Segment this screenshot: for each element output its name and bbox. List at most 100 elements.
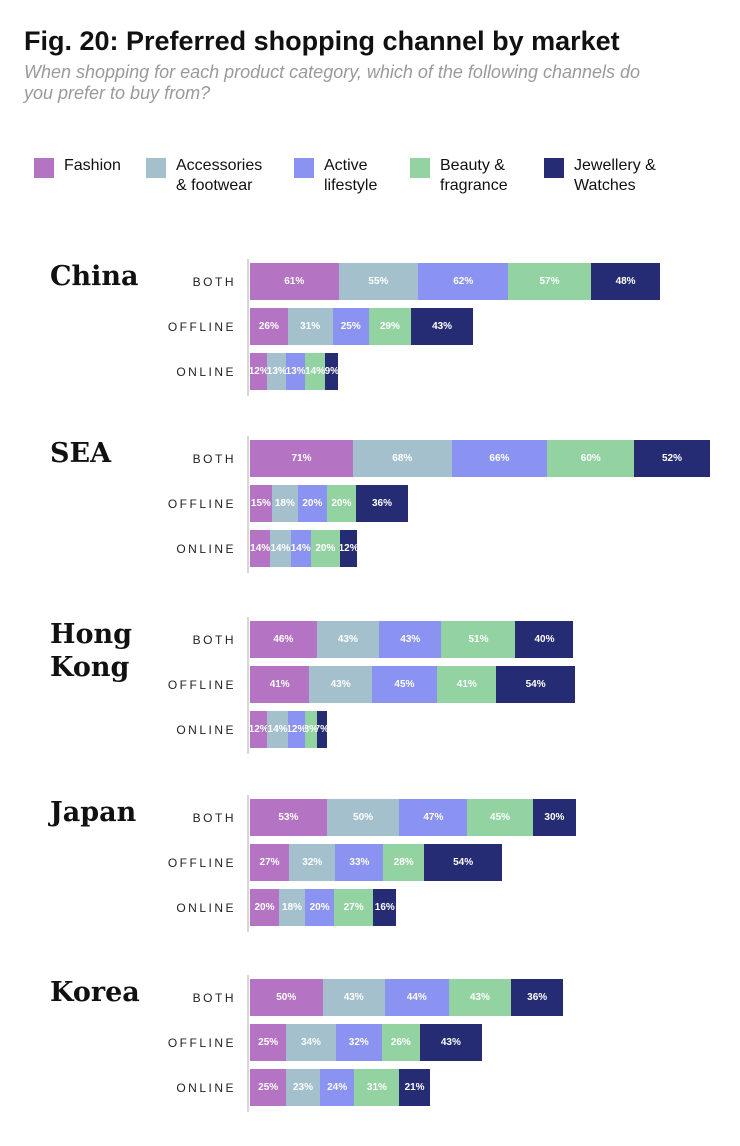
data-label: 57% [539,276,560,287]
data-label: 27% [259,857,280,868]
stacked-bar-china-both: 61% 55% 62% 57% 48% [250,263,661,300]
bar-segment-beauty-and-fragrance: 60% [547,440,635,477]
bar-segment-jewellery-and-watches: 16% [373,889,397,926]
data-label: 50% [353,812,374,823]
group-axis-line [247,975,249,1112]
bar-segment-active-lifestyle: 66% [451,440,548,477]
channel-label-both: BOTH [192,811,236,825]
bar-segment-accessories-and-footwear: 18% [271,485,298,522]
data-label: 46% [273,634,294,645]
stacked-bar-korea-online: 25% 23% 24% 31% 21% [250,1069,430,1106]
data-label: 21% [404,1082,425,1093]
bar-segment-fashion: 12% [250,353,268,390]
data-label: 43% [469,992,490,1003]
bar-segment-fashion: 14% [250,530,271,567]
data-label: 44% [406,992,427,1003]
bar-segment-active-lifestyle: 13% [286,353,305,390]
legend-label: Beauty & fragrance [440,157,508,194]
bar-segment-accessories-and-footwear: 18% [279,889,306,926]
stacked-bar-sea-offline: 15% 18% 20% 20% 36% [250,485,409,522]
group-axis-line [247,259,249,396]
data-label: 14% [250,543,271,554]
bar-segment-active-lifestyle: 45% [371,666,438,703]
bar-segment-beauty-and-fragrance: 31% [354,1069,400,1106]
stacked-bar-china-online: 12% 13% 13% 14% 9% [250,353,339,390]
data-label: 25% [258,1082,279,1093]
bar-segment-accessories-and-footwear: 43% [322,979,385,1016]
bar-segment-fashion: 71% [250,440,353,477]
data-label: 20% [315,543,336,554]
bar-segment-accessories-and-footwear: 32% [289,844,336,881]
data-label: 54% [453,857,474,868]
stacked-bar-hong-kong-offline: 41% 43% 45% 41% 54% [250,666,575,703]
channel-label-offline: OFFLINE [167,320,236,334]
data-label: 45% [490,812,511,823]
data-label: 23% [292,1082,313,1093]
bar-segment-beauty-and-fragrance: 8% [305,711,317,748]
data-label: 12% [287,724,306,735]
data-label: 25% [340,321,361,332]
legend-item-accessories-and-footwear: Accessories & footwear [146,156,306,196]
data-label: 30% [544,812,565,823]
bar-segment-jewellery-and-watches: 43% [419,1024,483,1061]
bar-segment-jewellery-and-watches: 52% [634,440,710,477]
bar-segment-active-lifestyle: 47% [399,799,468,836]
data-label: 43% [343,992,364,1003]
bar-segment-fashion: 50% [250,979,323,1016]
data-label: 41% [269,679,290,690]
data-label: 16% [374,902,395,913]
bar-segment-active-lifestyle: 62% [418,263,509,300]
stacked-bar-korea-both: 50% 43% 44% 43% 36% [250,979,564,1016]
bar-segment-fashion: 27% [250,844,290,881]
bar-segment-fashion: 46% [250,621,317,658]
data-label: 14% [305,366,326,377]
bar-segment-jewellery-and-watches: 30% [532,799,577,836]
channel-label-online: ONLINE [176,365,236,379]
data-label: 26% [258,321,279,332]
data-label: 18% [274,498,295,509]
stacked-bar-korea-offline: 25% 34% 32% 26% 43% [250,1024,483,1061]
data-label: 61% [284,276,305,287]
legend-item-beauty-and-fragrance: Beauty & fragrance [410,156,570,196]
legend-label: Active lifestyle [324,157,378,194]
data-label: 52% [661,453,682,464]
data-label: 20% [302,498,323,509]
data-label: 43% [400,634,421,645]
data-label: 62% [453,276,474,287]
channel-label-online: ONLINE [176,901,236,915]
bar-segment-jewellery-and-watches: 54% [423,844,503,881]
bar-segment-accessories-and-footwear: 14% [267,711,288,748]
bar-segment-jewellery-and-watches: 43% [410,308,474,345]
data-label: 48% [615,276,636,287]
bar-segment-active-lifestyle: 43% [379,621,442,658]
data-label: 18% [282,902,303,913]
bar-segment-beauty-and-fragrance: 20% [310,530,340,567]
bar-segment-jewellery-and-watches: 54% [496,666,575,703]
bar-segment-fashion: 61% [250,263,339,300]
bar-segment-accessories-and-footwear: 55% [338,263,419,300]
data-label: 45% [394,679,415,690]
bar-segment-jewellery-and-watches: 12% [339,530,358,567]
data-label: 24% [327,1082,348,1093]
market-label-japan: Japan [50,797,137,828]
bar-segment-fashion: 12% [250,711,268,748]
legend-swatch [34,158,54,178]
legend-swatch [294,158,314,178]
data-label: 32% [348,1037,369,1048]
data-label: 31% [366,1082,387,1093]
bar-segment-beauty-and-fragrance: 26% [381,1024,420,1061]
data-label: 12% [339,543,358,554]
bar-segment-active-lifestyle: 33% [335,844,384,881]
channel-label-both: BOTH [192,275,236,289]
legend-swatch [410,158,430,178]
bar-segment-active-lifestyle: 14% [290,530,311,567]
data-label: 25% [258,1037,279,1048]
legend-swatch [146,158,166,178]
bar-segment-beauty-and-fragrance: 29% [368,308,411,345]
data-label: 14% [290,543,311,554]
bar-segment-accessories-and-footwear: 34% [286,1024,336,1061]
data-label: 66% [489,453,510,464]
data-label: 14% [270,543,291,554]
data-label: 36% [371,498,392,509]
data-label: 27% [343,902,364,913]
